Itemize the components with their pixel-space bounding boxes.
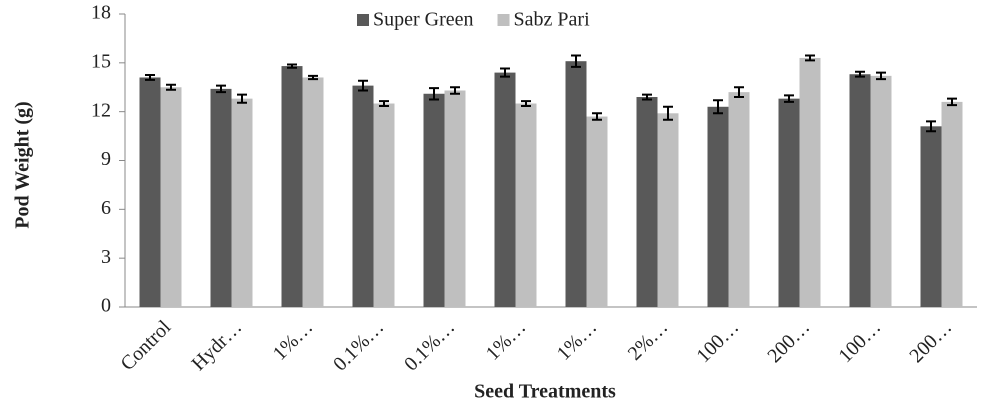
error-bar [734, 86, 744, 99]
error-bar [947, 97, 957, 107]
y-tick-label: 0 [101, 295, 111, 317]
bar [139, 77, 161, 307]
x-tick-label: 100… [692, 316, 743, 367]
error-bar [855, 70, 865, 78]
error-bar [500, 67, 510, 78]
bar [586, 116, 608, 307]
x-tick-label: 1%… [553, 316, 602, 365]
error-bar [145, 74, 155, 81]
error-bar [379, 100, 389, 107]
bar [231, 98, 253, 308]
y-tick-label: 3 [101, 246, 111, 268]
y-tick-label: 15 [91, 50, 111, 72]
error-bar [166, 83, 176, 91]
bar [444, 90, 466, 307]
bar [849, 74, 871, 307]
x-tick-label: Control [117, 316, 176, 375]
legend-label: Sabz Pari [514, 9, 591, 31]
legend-swatch [357, 14, 369, 26]
error-bar [358, 79, 368, 92]
bar [941, 101, 963, 308]
bar [799, 57, 821, 308]
error-bar [713, 99, 723, 115]
y-tick-label: 18 [91, 2, 111, 24]
x-tick-label: 1%… [269, 316, 318, 365]
bar [373, 103, 395, 308]
error-bar [287, 63, 297, 69]
bar [423, 93, 445, 307]
bar [352, 85, 374, 307]
x-tick-label: Hydr… [188, 316, 247, 375]
x-axis-title: Seed Treatments [474, 381, 616, 403]
legend-label: Super Green [373, 9, 474, 31]
error-bar [450, 86, 460, 95]
bar [920, 126, 942, 307]
error-bar [308, 74, 318, 81]
bar [515, 103, 537, 308]
bar [707, 106, 729, 308]
error-bar [571, 54, 581, 68]
y-tick-label: 9 [101, 148, 111, 170]
bar [657, 113, 679, 308]
bar [870, 75, 892, 307]
bar [281, 66, 303, 307]
error-bar [429, 87, 439, 101]
bar [565, 61, 587, 308]
error-bar [663, 105, 673, 121]
legend-swatch [497, 14, 510, 26]
bar [210, 88, 232, 307]
bar [778, 98, 800, 308]
bar [636, 97, 658, 308]
error-bar [216, 84, 226, 94]
x-tick-label: 200… [905, 316, 956, 367]
error-bar [592, 112, 602, 121]
y-tick-label: 6 [101, 197, 111, 219]
y-tick-label: 12 [91, 99, 111, 121]
x-tick-label: 0.1%… [329, 316, 388, 375]
x-tick-label: 1%… [482, 316, 531, 365]
bar [494, 72, 516, 307]
error-bar [521, 100, 531, 107]
error-bar [784, 94, 794, 103]
bar [302, 77, 324, 307]
x-tick-label: 200… [763, 316, 814, 367]
bar [160, 87, 182, 307]
y-axis-title: Pod Weight (g) [12, 101, 34, 228]
bar [728, 92, 750, 307]
error-bar [876, 71, 886, 81]
error-bar [805, 54, 815, 62]
x-tick-label: 100… [834, 316, 885, 367]
error-bar [926, 120, 936, 133]
x-tick-label: 0.1%… [400, 316, 459, 375]
error-bar [642, 93, 652, 101]
x-tick-label: 2%… [624, 316, 673, 365]
error-bar [237, 93, 247, 104]
